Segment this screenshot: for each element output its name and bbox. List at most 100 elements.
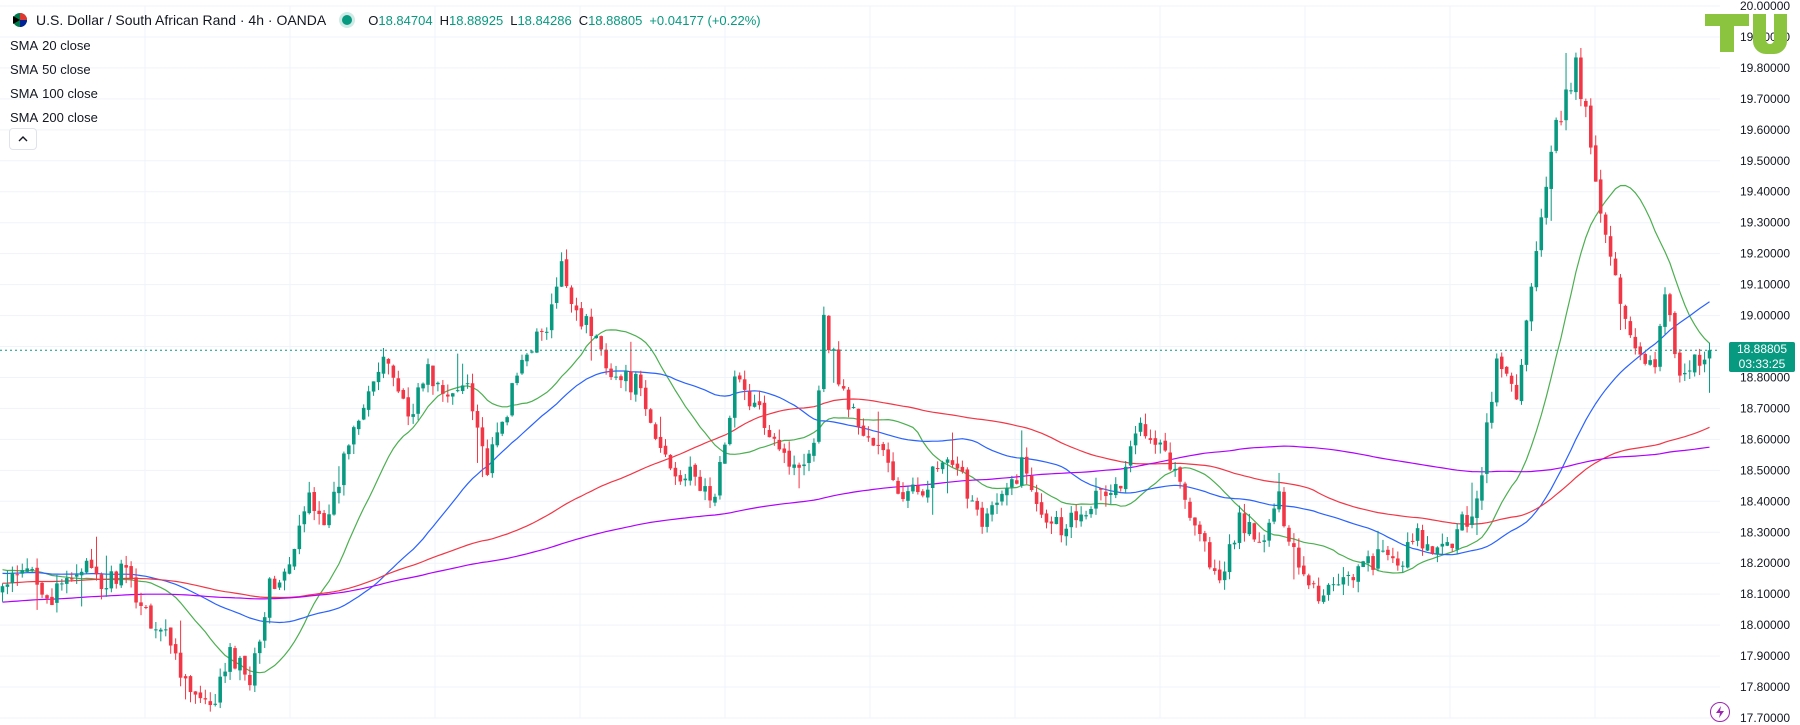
sma-line-20 — [2, 184, 1710, 674]
symbol-title[interactable]: U.S. Dollar / South African Rand · 4h · … — [36, 12, 327, 28]
price-tick-label: 18.00000 — [1740, 618, 1790, 632]
candle-body — [812, 442, 816, 456]
candle-body — [1623, 305, 1628, 319]
candle-body — [1311, 583, 1316, 585]
candle-body — [1084, 515, 1088, 517]
candle-body — [347, 445, 351, 455]
candle-body — [1064, 528, 1069, 537]
legend-item-sma50[interactable]: SMA 50 close — [10, 58, 98, 82]
candle-body — [1054, 516, 1059, 525]
candle-body — [1386, 549, 1390, 556]
candle-body — [1282, 491, 1286, 527]
candle-body — [1668, 294, 1672, 316]
candle-body — [386, 358, 391, 364]
candle-body — [604, 349, 608, 369]
candle-body — [35, 567, 39, 585]
candle-body — [431, 365, 435, 387]
legend-params: 100 close — [42, 86, 98, 101]
candle-body — [1396, 558, 1400, 566]
candle-body — [1346, 575, 1351, 577]
candle-body — [1232, 542, 1237, 545]
candle-body — [421, 383, 425, 389]
candle-body — [841, 386, 846, 389]
candle-body — [371, 381, 376, 392]
legend-item-sma20[interactable]: SMA 20 close — [10, 34, 98, 58]
candle-body — [1153, 438, 1158, 445]
candle-body — [579, 308, 584, 327]
candle-body — [1603, 214, 1608, 235]
candle-body — [1455, 529, 1459, 550]
candle-body — [99, 574, 104, 590]
moving-averages — [2, 184, 1710, 674]
price-tick-label: 19.00000 — [1740, 309, 1790, 323]
candle-body — [678, 475, 683, 482]
candle-body — [891, 461, 895, 481]
candle-body — [60, 583, 64, 585]
candle-body — [718, 462, 722, 496]
candle-body — [836, 349, 841, 385]
candle-body — [559, 261, 564, 287]
candle-body — [1420, 530, 1425, 549]
candle-body — [455, 390, 460, 392]
close-key: C — [578, 12, 589, 28]
price-tick-label: 19.10000 — [1740, 278, 1790, 292]
candle-body — [866, 436, 871, 438]
candle-body — [74, 574, 79, 577]
candle-body — [930, 466, 935, 488]
legend-item-sma100[interactable]: SMA 100 close — [10, 82, 98, 106]
candle-body — [25, 568, 29, 572]
candle-body — [1658, 326, 1662, 367]
candle-body — [1074, 511, 1078, 521]
candle-body — [381, 356, 386, 374]
price-tick-label: 19.80000 — [1740, 61, 1790, 75]
flag-icon[interactable] — [10, 12, 30, 28]
candle-body — [342, 453, 346, 486]
candle-body — [817, 390, 821, 442]
candle-body — [307, 492, 312, 514]
candle-body — [1163, 440, 1168, 451]
candle-body — [782, 448, 787, 453]
candle-body — [257, 641, 262, 654]
candle-body — [1475, 498, 1479, 518]
open-value: 18.84704 — [378, 12, 433, 28]
candle-body — [1613, 258, 1618, 276]
price-tick-label: 17.80000 — [1740, 680, 1790, 694]
candle-body — [1598, 179, 1603, 214]
candle-body — [549, 304, 554, 331]
candle-body — [327, 514, 331, 526]
candle-body — [985, 513, 989, 527]
candle-body — [955, 463, 960, 469]
candle-body — [871, 437, 876, 446]
candle-body — [1371, 556, 1375, 570]
candle-body — [1683, 372, 1687, 375]
candle-body — [1252, 523, 1257, 540]
candle-body — [569, 287, 574, 305]
sma-line-200 — [2, 445, 1710, 603]
candle-body — [1653, 359, 1657, 368]
candle-body — [792, 464, 796, 468]
candle-body — [901, 492, 905, 500]
candle-body — [732, 376, 737, 418]
candle-body — [253, 653, 257, 686]
candle-body — [990, 505, 994, 515]
price-tick-label: 19.30000 — [1740, 216, 1790, 230]
candle-body — [243, 655, 247, 675]
candle-body — [960, 466, 965, 472]
sma-line-50 — [2, 301, 1710, 624]
lightning-icon[interactable] — [1710, 702, 1730, 722]
candle-body — [510, 383, 514, 416]
collapse-legend-button[interactable] — [9, 128, 37, 150]
candle-body — [203, 698, 208, 700]
candle-body — [183, 676, 188, 679]
candle-body — [30, 568, 34, 570]
legend-item-sma200[interactable]: SMA 200 close — [10, 106, 98, 130]
candle-body — [84, 560, 89, 573]
candle-body — [916, 485, 920, 493]
candle-body — [767, 429, 772, 438]
candle-body — [995, 502, 999, 505]
candle-body — [1450, 543, 1455, 548]
candle-body — [1702, 359, 1707, 365]
candle-body — [1445, 542, 1450, 546]
